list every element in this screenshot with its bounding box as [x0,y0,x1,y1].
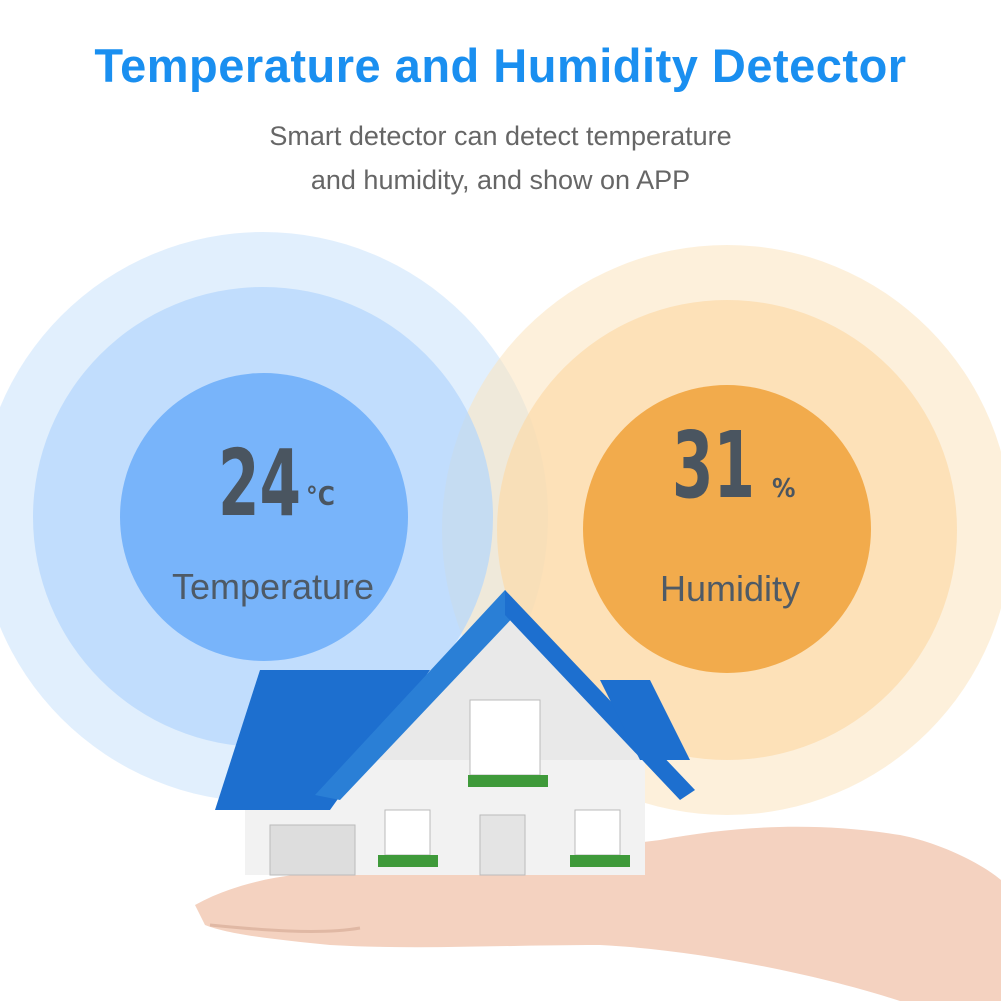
humidity-unit: % [772,474,796,504]
subtitle-line-1: Smart detector can detect temperature [269,121,732,151]
temperature-circle [120,373,408,661]
temperature-value: 24 [218,430,301,537]
subtitle: Smart detector can detect temperature an… [0,114,1001,202]
humidity-label: Humidity [659,568,801,609]
temperature-reading: 24 °C [218,430,335,537]
house [215,590,695,876]
humidity-reading: 31 % [672,412,795,519]
temperature-unit: °C [306,482,335,512]
main-roof-left [315,590,520,800]
humidity-value: 31 [672,412,755,519]
humidity-circle [583,385,871,673]
subtitle-line-2: and humidity, and show on APP [310,165,691,195]
temperature-label: Temperature [171,566,375,607]
page-title: Temperature and Humidity Detector [94,39,907,92]
left-roof [215,670,430,810]
